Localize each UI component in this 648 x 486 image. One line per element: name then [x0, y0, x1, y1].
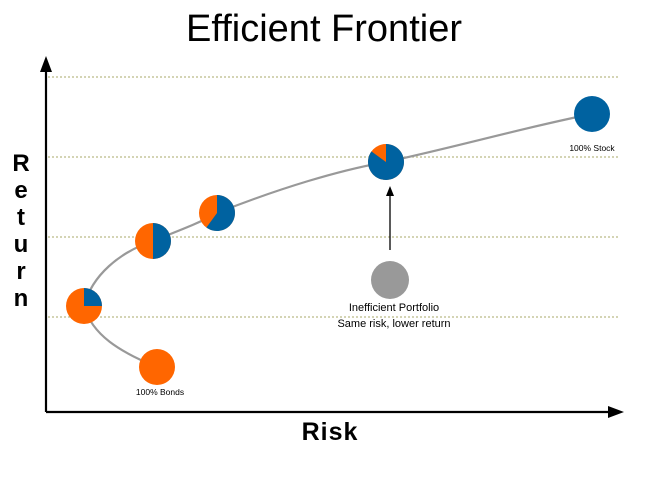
- pie-bonds-slice: [139, 349, 175, 385]
- pie-stock-slice: [574, 96, 610, 132]
- pie-stock-slice: [367, 144, 405, 181]
- x-axis-arrow: [608, 406, 624, 418]
- gridlines: [48, 76, 620, 318]
- y-axis-arrow: [40, 56, 52, 72]
- inefficient-annotation-line1: Inefficient Portfolio: [349, 302, 439, 314]
- chart-title: Efficient Frontier: [186, 8, 462, 50]
- bonds-annotation: 100% Bonds: [136, 387, 184, 397]
- portfolio-markers: [66, 96, 610, 385]
- pie-stock-slice: [84, 288, 102, 306]
- portfolio-pie: [66, 288, 102, 324]
- inefficient-circle: [371, 261, 409, 299]
- y-axis-label-letter: R: [12, 150, 30, 177]
- y-axis-label-letter: r: [16, 258, 26, 285]
- portfolio-pie: [199, 195, 235, 231]
- portfolio-pie: [135, 223, 171, 259]
- stock-annotation: 100% Stock: [569, 143, 615, 153]
- portfolio-pie: [139, 349, 175, 385]
- y-axis-label-letter: n: [13, 285, 29, 312]
- x-axis-label: Risk: [301, 418, 359, 446]
- axes: [40, 56, 624, 418]
- y-axis-label-letter: t: [17, 204, 25, 231]
- y-axis-label-letter: u: [13, 231, 29, 258]
- pie-stock-slice: [206, 195, 235, 231]
- y-axis-label-letter: e: [14, 177, 28, 204]
- inefficient-portfolio-marker: [371, 261, 409, 299]
- pie-stock-slice: [153, 223, 171, 259]
- inefficient-annotation-line2: Same risk, lower return: [337, 318, 450, 330]
- inefficient-arrowhead: [386, 186, 394, 196]
- portfolio-pie: [574, 96, 610, 132]
- portfolio-pie: [367, 144, 405, 181]
